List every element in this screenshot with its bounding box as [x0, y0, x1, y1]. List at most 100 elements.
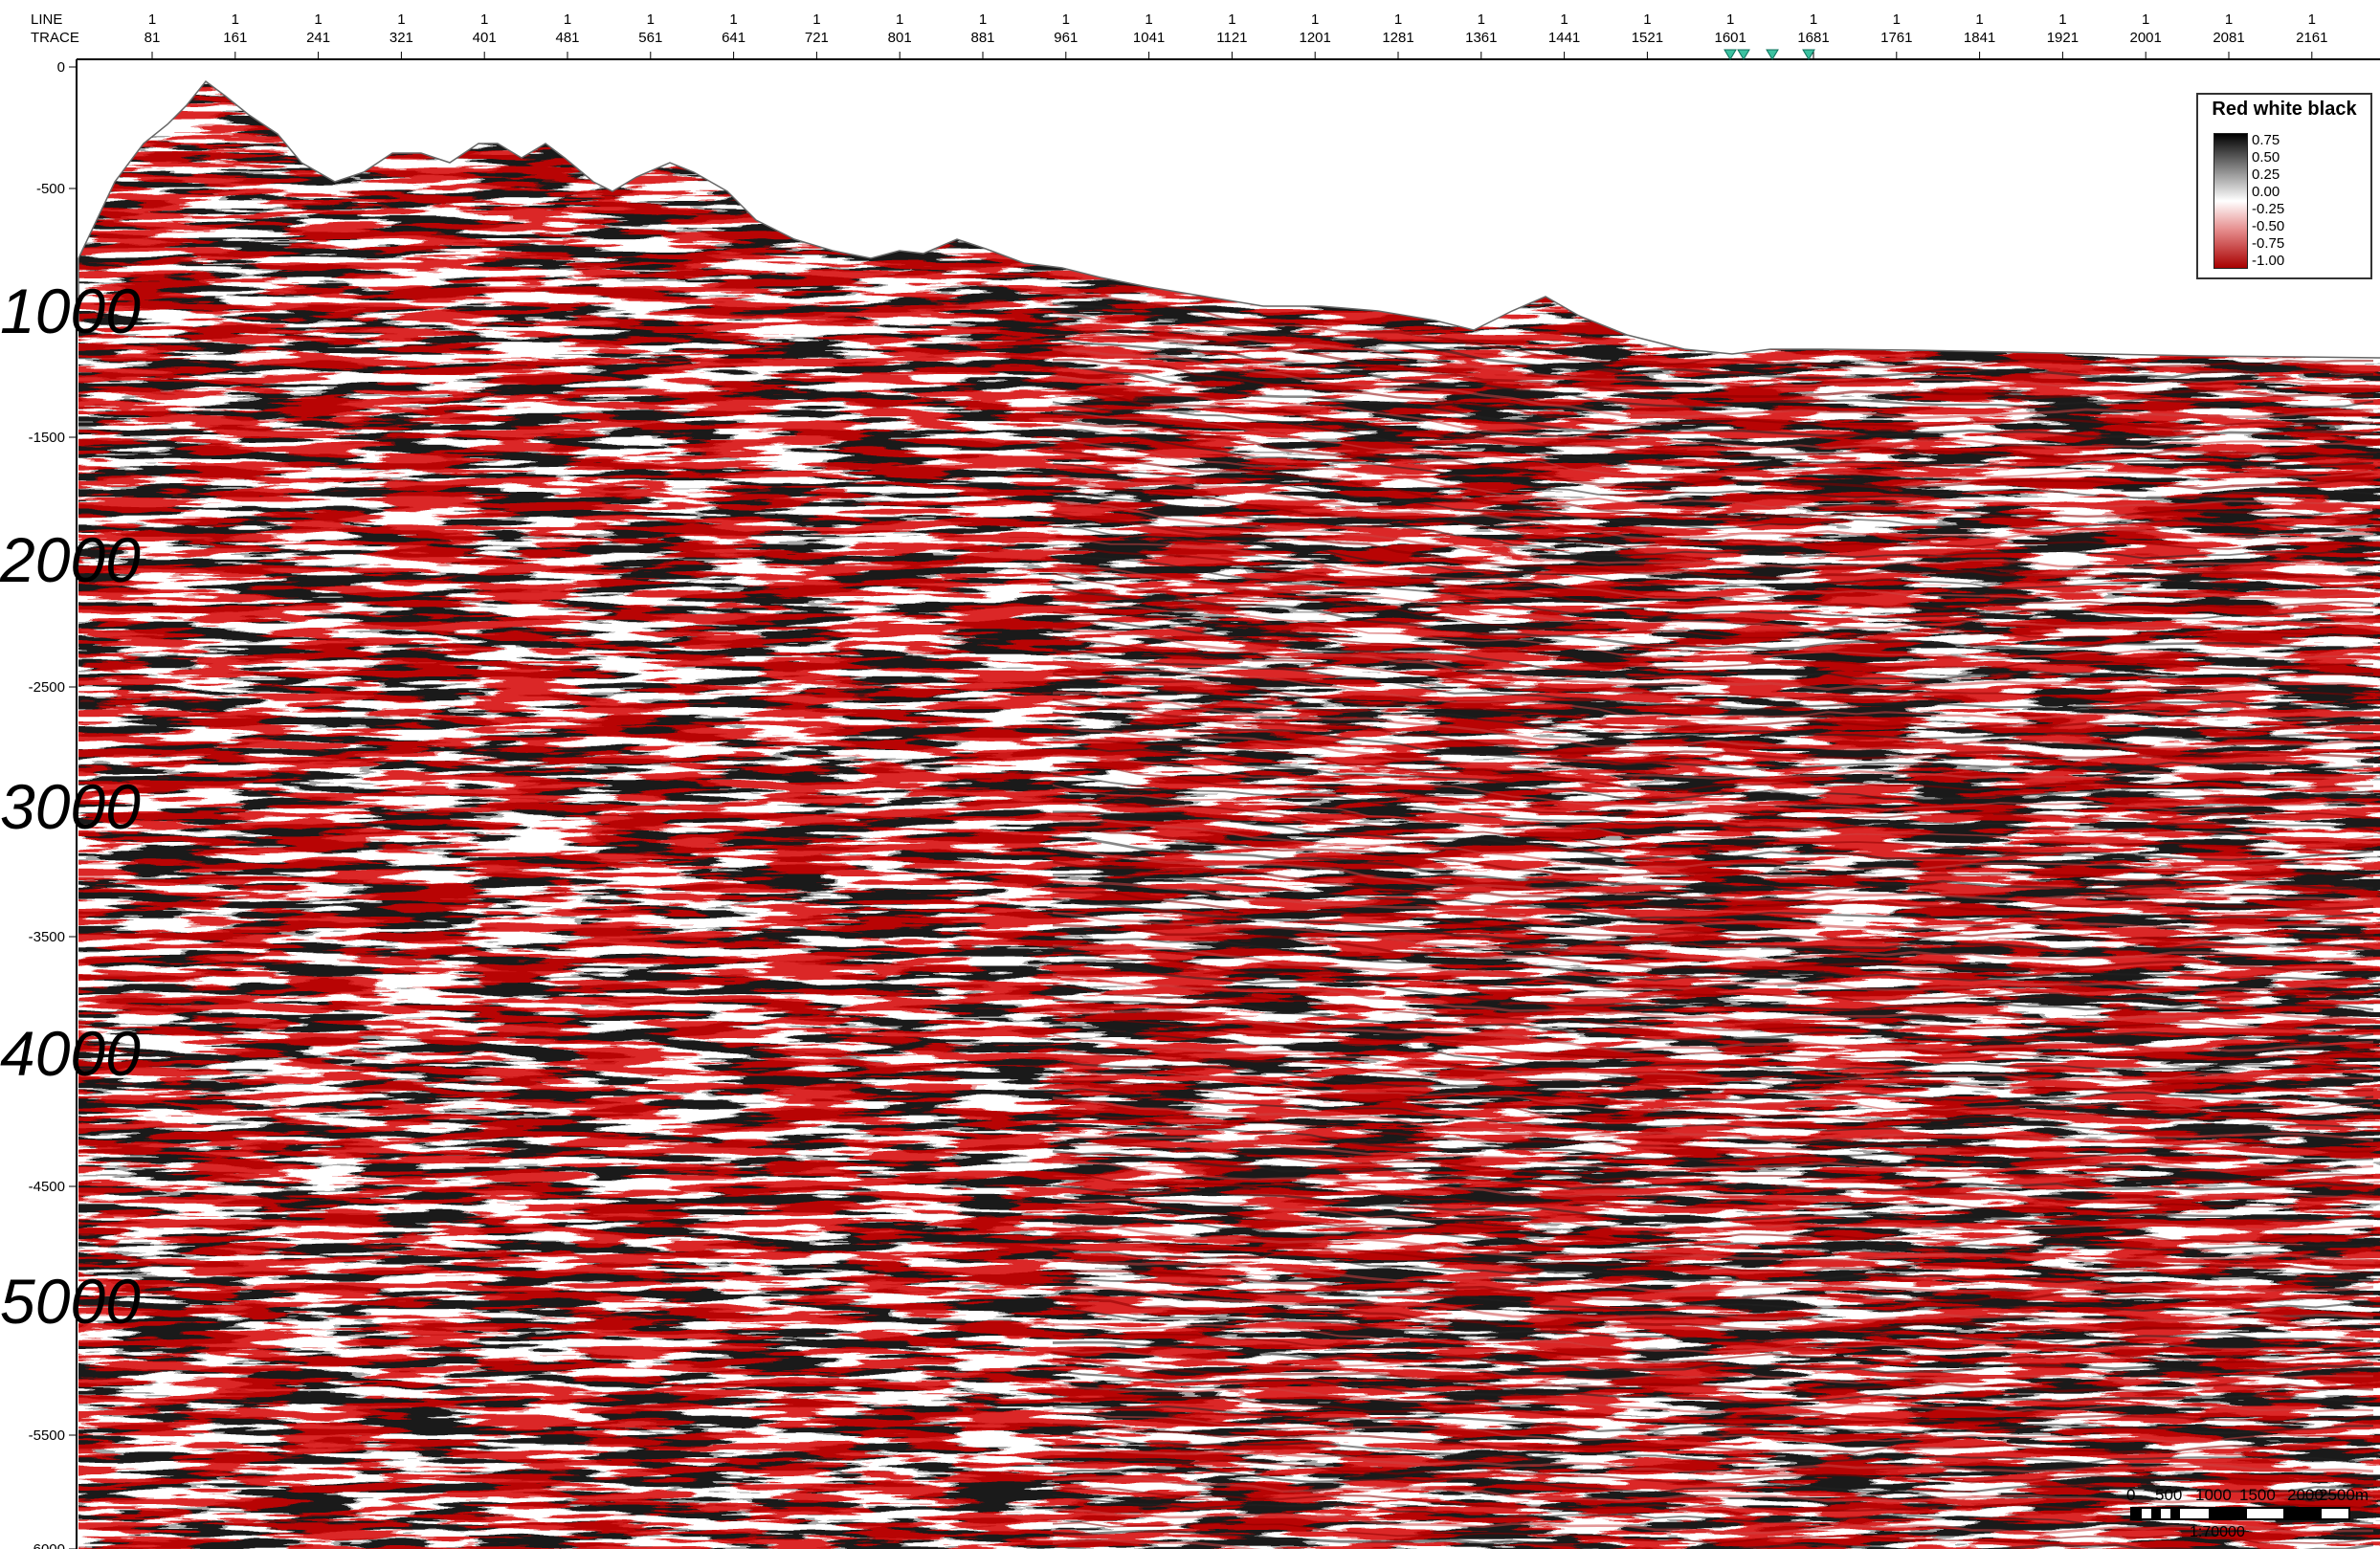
reflector-line — [1052, 1307, 2374, 1344]
depth-tick-label: -5500 — [29, 1427, 65, 1444]
trace-tick-label: 2001 — [2130, 30, 2162, 46]
depth-tick-label: -2500 — [29, 679, 65, 696]
header-trace-label: TRACE — [31, 30, 79, 46]
trace-tick-label: 1761 — [1880, 30, 1912, 46]
reflector-line — [1052, 429, 2374, 499]
depth-tick-label: 0 — [57, 59, 65, 76]
scale-bar-label: 2000 — [2287, 1486, 2324, 1504]
well-marker-icon[interactable] — [1724, 49, 1737, 60]
reflector-line — [1052, 1323, 2374, 1354]
legend-colorbar — [2213, 133, 2248, 269]
legend-tick-label: 0.50 — [2252, 149, 2280, 166]
trace-tick-label: 881 — [970, 30, 994, 46]
reflector-line — [1052, 410, 2374, 478]
reflector-line — [1052, 1467, 2374, 1494]
reflector-line — [1052, 697, 2374, 761]
seismic-data — [78, 81, 2380, 1549]
reflector-line — [1052, 611, 2373, 671]
legend-tick-label: 0.75 — [2252, 132, 2280, 148]
reflector-line — [1052, 937, 2374, 982]
trace-tick-label: 2081 — [2213, 30, 2244, 46]
reflector-line — [1052, 564, 2374, 630]
reflector-line — [1052, 492, 2374, 560]
line-tick-label: 1 — [232, 11, 239, 28]
scale-bar-segment — [2209, 1509, 2247, 1518]
reflector-line — [1052, 984, 2374, 1031]
trace-tick-label: 1041 — [1133, 30, 1165, 46]
line-tick-label: 1 — [1893, 11, 1901, 28]
large-depth-label: 2000 — [0, 524, 141, 595]
reflector-line — [1052, 649, 2374, 711]
reflector-line — [1052, 998, 2374, 1042]
reflector-line — [1052, 1395, 2374, 1425]
reflector-line — [1052, 880, 2374, 932]
reflector-line — [1052, 1333, 2374, 1364]
scale-bar: 0 500 1000 1500 2000 2500m 1:70000 — [2123, 1486, 2369, 1543]
line-tick-label: 1 — [1726, 11, 1734, 28]
well-marker-icon[interactable] — [1766, 49, 1779, 60]
trace-tick-label: 1921 — [2047, 30, 2079, 46]
line-tick-label: 1 — [2225, 11, 2233, 28]
reflector-line — [1052, 1133, 2374, 1173]
reflector-line — [1052, 1015, 2374, 1060]
scale-bar-label: 2500m — [2319, 1486, 2369, 1504]
reflector-line — [1052, 539, 2374, 600]
trace-tick-label: 641 — [722, 30, 745, 46]
trace-tick-label: 1121 — [1216, 30, 1247, 46]
reflector-line — [1052, 763, 2374, 822]
reflector-line — [1052, 627, 2374, 691]
reflector-line — [1052, 800, 2374, 852]
reflector-line — [1052, 1059, 2374, 1102]
reflector-line — [1052, 911, 2374, 963]
depth-tick-label: -4500 — [29, 1179, 65, 1195]
legend-tick-label: -0.25 — [2252, 201, 2285, 217]
trace-tick-label: 1361 — [1465, 30, 1497, 46]
reflector-line — [1052, 449, 2374, 520]
color-legend[interactable]: Red white black 0.75 0.50 0.25 0.00 -0.25 -0.… — [2196, 93, 2372, 279]
line-tick-label: 1 — [1975, 11, 1983, 28]
reflector-line — [1052, 1161, 2374, 1203]
trace-tick-label: 2161 — [2296, 30, 2327, 46]
reflector-line — [1052, 827, 2374, 882]
reflector-line — [1052, 619, 2374, 680]
legend-tick-label: -1.00 — [2252, 253, 2285, 269]
trace-tick-label: 1601 — [1715, 30, 1746, 46]
scale-bar-labels: 0 500 1000 1500 2000 2500m — [2123, 1486, 2369, 1504]
trace-tick-label: 801 — [888, 30, 912, 46]
large-depth-label-group: 1000 2000 3000 4000 5000 — [0, 276, 141, 1337]
line-tick-label: 1 — [564, 11, 571, 28]
reflector-line — [1052, 1111, 2374, 1153]
trace-tick-label: 721 — [805, 30, 829, 46]
reflector-line — [1052, 673, 2374, 731]
reflector-line — [1052, 363, 2374, 439]
reflector-line — [1052, 294, 2374, 368]
well-marker-icon[interactable] — [1737, 49, 1750, 60]
reflector-line — [1052, 1073, 2374, 1113]
line-tick-label: 1 — [1394, 11, 1402, 28]
reflector-line — [1052, 773, 2374, 831]
reflector-line — [1052, 1507, 2373, 1536]
line-tick-label: 1 — [2142, 11, 2149, 28]
trace-tick-label: 1841 — [1964, 30, 1995, 46]
reflector-line — [1052, 923, 2374, 972]
scale-bar-label: 1000 — [2195, 1486, 2232, 1504]
reflector-line — [1052, 546, 2374, 610]
line-tick-label: 1 — [314, 11, 322, 28]
reflector-line — [1052, 1476, 2374, 1504]
reflector-line — [1052, 1270, 2374, 1304]
reflector-line — [1052, 1170, 2374, 1213]
reflector-line — [1052, 1285, 2374, 1324]
seafloor-horizon — [78, 79, 2380, 359]
depth-tick-label: -6000 — [29, 1541, 65, 1549]
reflector-line — [1052, 1088, 2374, 1133]
line-tick-label: 1 — [647, 11, 655, 28]
reflector-line — [1052, 1340, 2374, 1375]
trace-tick-label: 1201 — [1300, 30, 1331, 46]
reflector-line — [1052, 835, 2374, 893]
trace-tick-label: 1441 — [1548, 30, 1580, 46]
well-marker-icon[interactable] — [1802, 49, 1815, 60]
reflector-line — [1052, 873, 2374, 921]
reflector-line — [1052, 1297, 2374, 1334]
